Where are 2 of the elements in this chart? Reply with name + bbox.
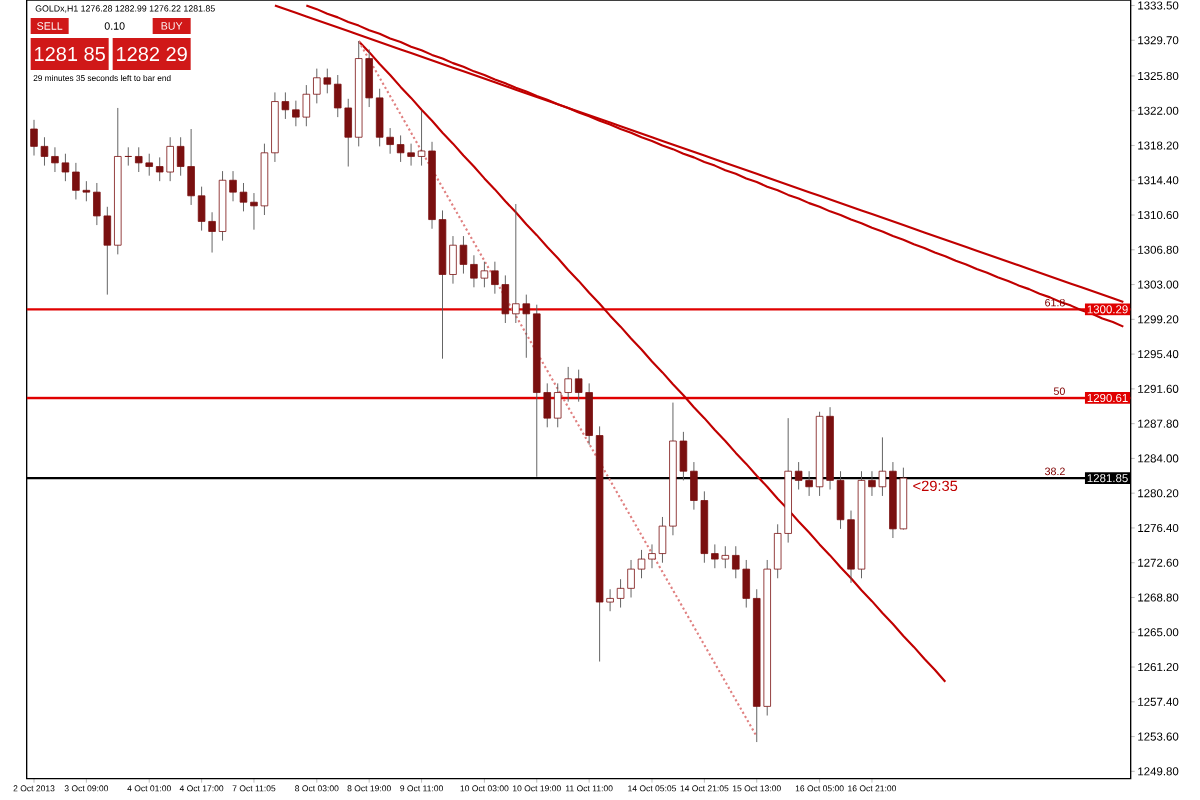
annotation: 1281 85 bbox=[35, 46, 105, 62]
annotation: 1282 29 bbox=[117, 46, 187, 62]
